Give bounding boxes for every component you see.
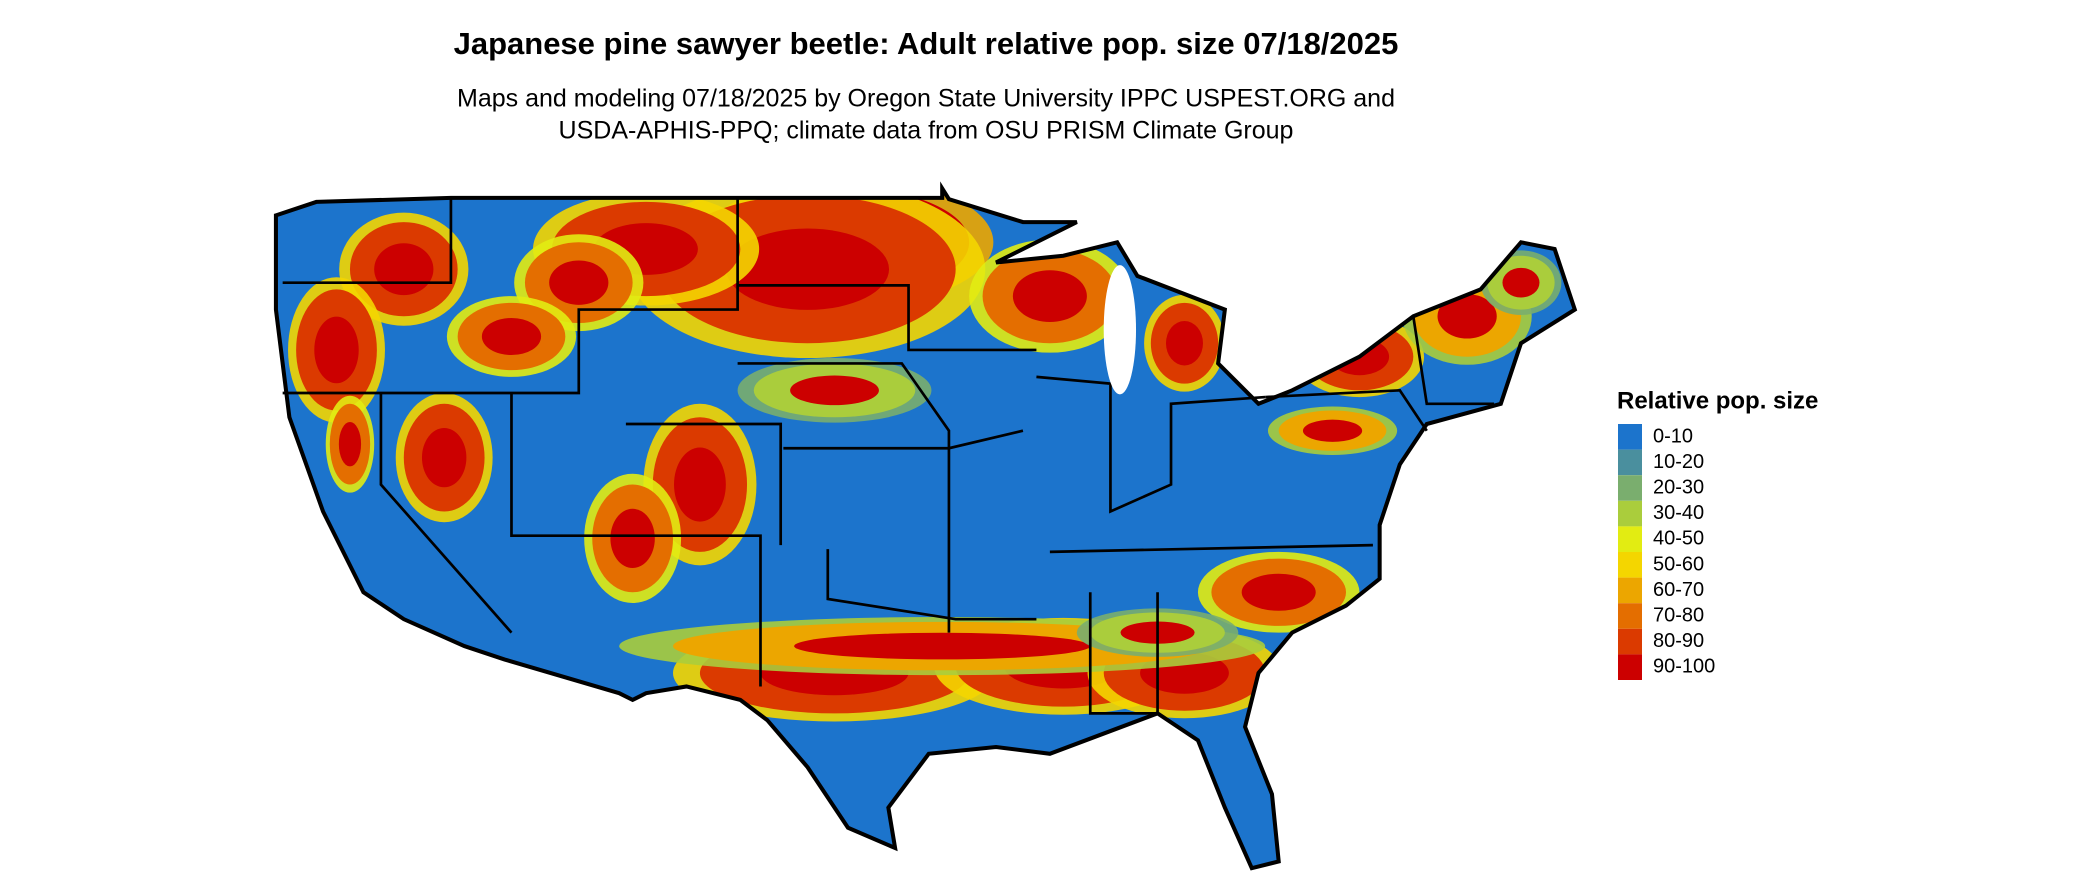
heat-zone — [549, 260, 609, 305]
heat-zone — [1437, 294, 1497, 339]
state-borders — [282, 197, 1495, 715]
state-border — [1265, 388, 1428, 432]
heat-zone — [790, 375, 879, 406]
heat-zone — [674, 447, 726, 522]
state-border — [737, 362, 951, 633]
heat-zone — [481, 317, 542, 356]
legend-title: Relative pop. size — [1617, 387, 1818, 414]
map-fill — [275, 188, 1575, 869]
heat-zone — [1165, 321, 1203, 366]
legend-label: 0-10 — [1653, 425, 1693, 447]
map-subtitle: Maps and modeling 07/18/2025 by Oregon S… — [457, 85, 1395, 113]
heat-zone — [421, 428, 467, 488]
legend-swatch — [1618, 577, 1642, 604]
legend-swatch — [1618, 424, 1642, 450]
heat-zone — [1241, 573, 1316, 611]
legend-swatch — [1618, 475, 1642, 501]
legend-label: 70-80 — [1653, 604, 1704, 626]
state-border — [1088, 592, 1159, 715]
heat-zone — [1012, 270, 1087, 323]
legend: 0-10 10-20 20-30 30-40 40-50 50-60 60-70 70-80 8… — [1618, 424, 1715, 680]
heat-zone — [374, 243, 434, 296]
legend-label: 10-20 — [1653, 451, 1704, 473]
legend-swatch — [1618, 552, 1642, 578]
state-border — [379, 393, 513, 634]
legend-swatch — [1618, 449, 1642, 476]
state-border — [826, 549, 1037, 621]
legend-label: 20-30 — [1653, 476, 1704, 498]
legend-label: 90-100 — [1653, 656, 1715, 678]
state-border — [783, 429, 1024, 450]
state-border — [1049, 543, 1373, 554]
legend-swatch — [1618, 603, 1642, 629]
state-border — [1411, 316, 1495, 406]
legend-label: 40-50 — [1653, 528, 1704, 550]
state-border — [1036, 375, 1266, 514]
legend-label: 30-40 — [1653, 502, 1704, 524]
heat-zone — [726, 228, 890, 310]
legend-swatch — [1618, 526, 1642, 552]
us-map — [256, 175, 1602, 888]
heat-zone — [794, 632, 1091, 660]
heat-zone — [338, 421, 362, 467]
legend-swatch — [1618, 500, 1642, 527]
legend-label: 80-90 — [1653, 630, 1704, 652]
state-border — [737, 284, 1037, 352]
state-border — [625, 422, 783, 546]
heat-zone — [610, 508, 655, 569]
legend-swatch — [1618, 654, 1642, 680]
map-title: Japanese pine sawyer beetle: Adult relat… — [454, 26, 1399, 61]
heat-zone — [1302, 419, 1363, 442]
state-border — [282, 197, 739, 395]
map-subtitle: USDA-APHIS-PPQ; climate data from OSU PR… — [559, 117, 1294, 145]
heat-zone — [1502, 267, 1540, 298]
lake — [1103, 265, 1137, 395]
legend-label: 60-70 — [1653, 579, 1704, 601]
heat-zone — [314, 316, 359, 384]
legend-swatch — [1618, 628, 1642, 655]
state-border — [510, 393, 762, 687]
legend-label: 50-60 — [1653, 553, 1704, 575]
state-border — [282, 197, 453, 285]
